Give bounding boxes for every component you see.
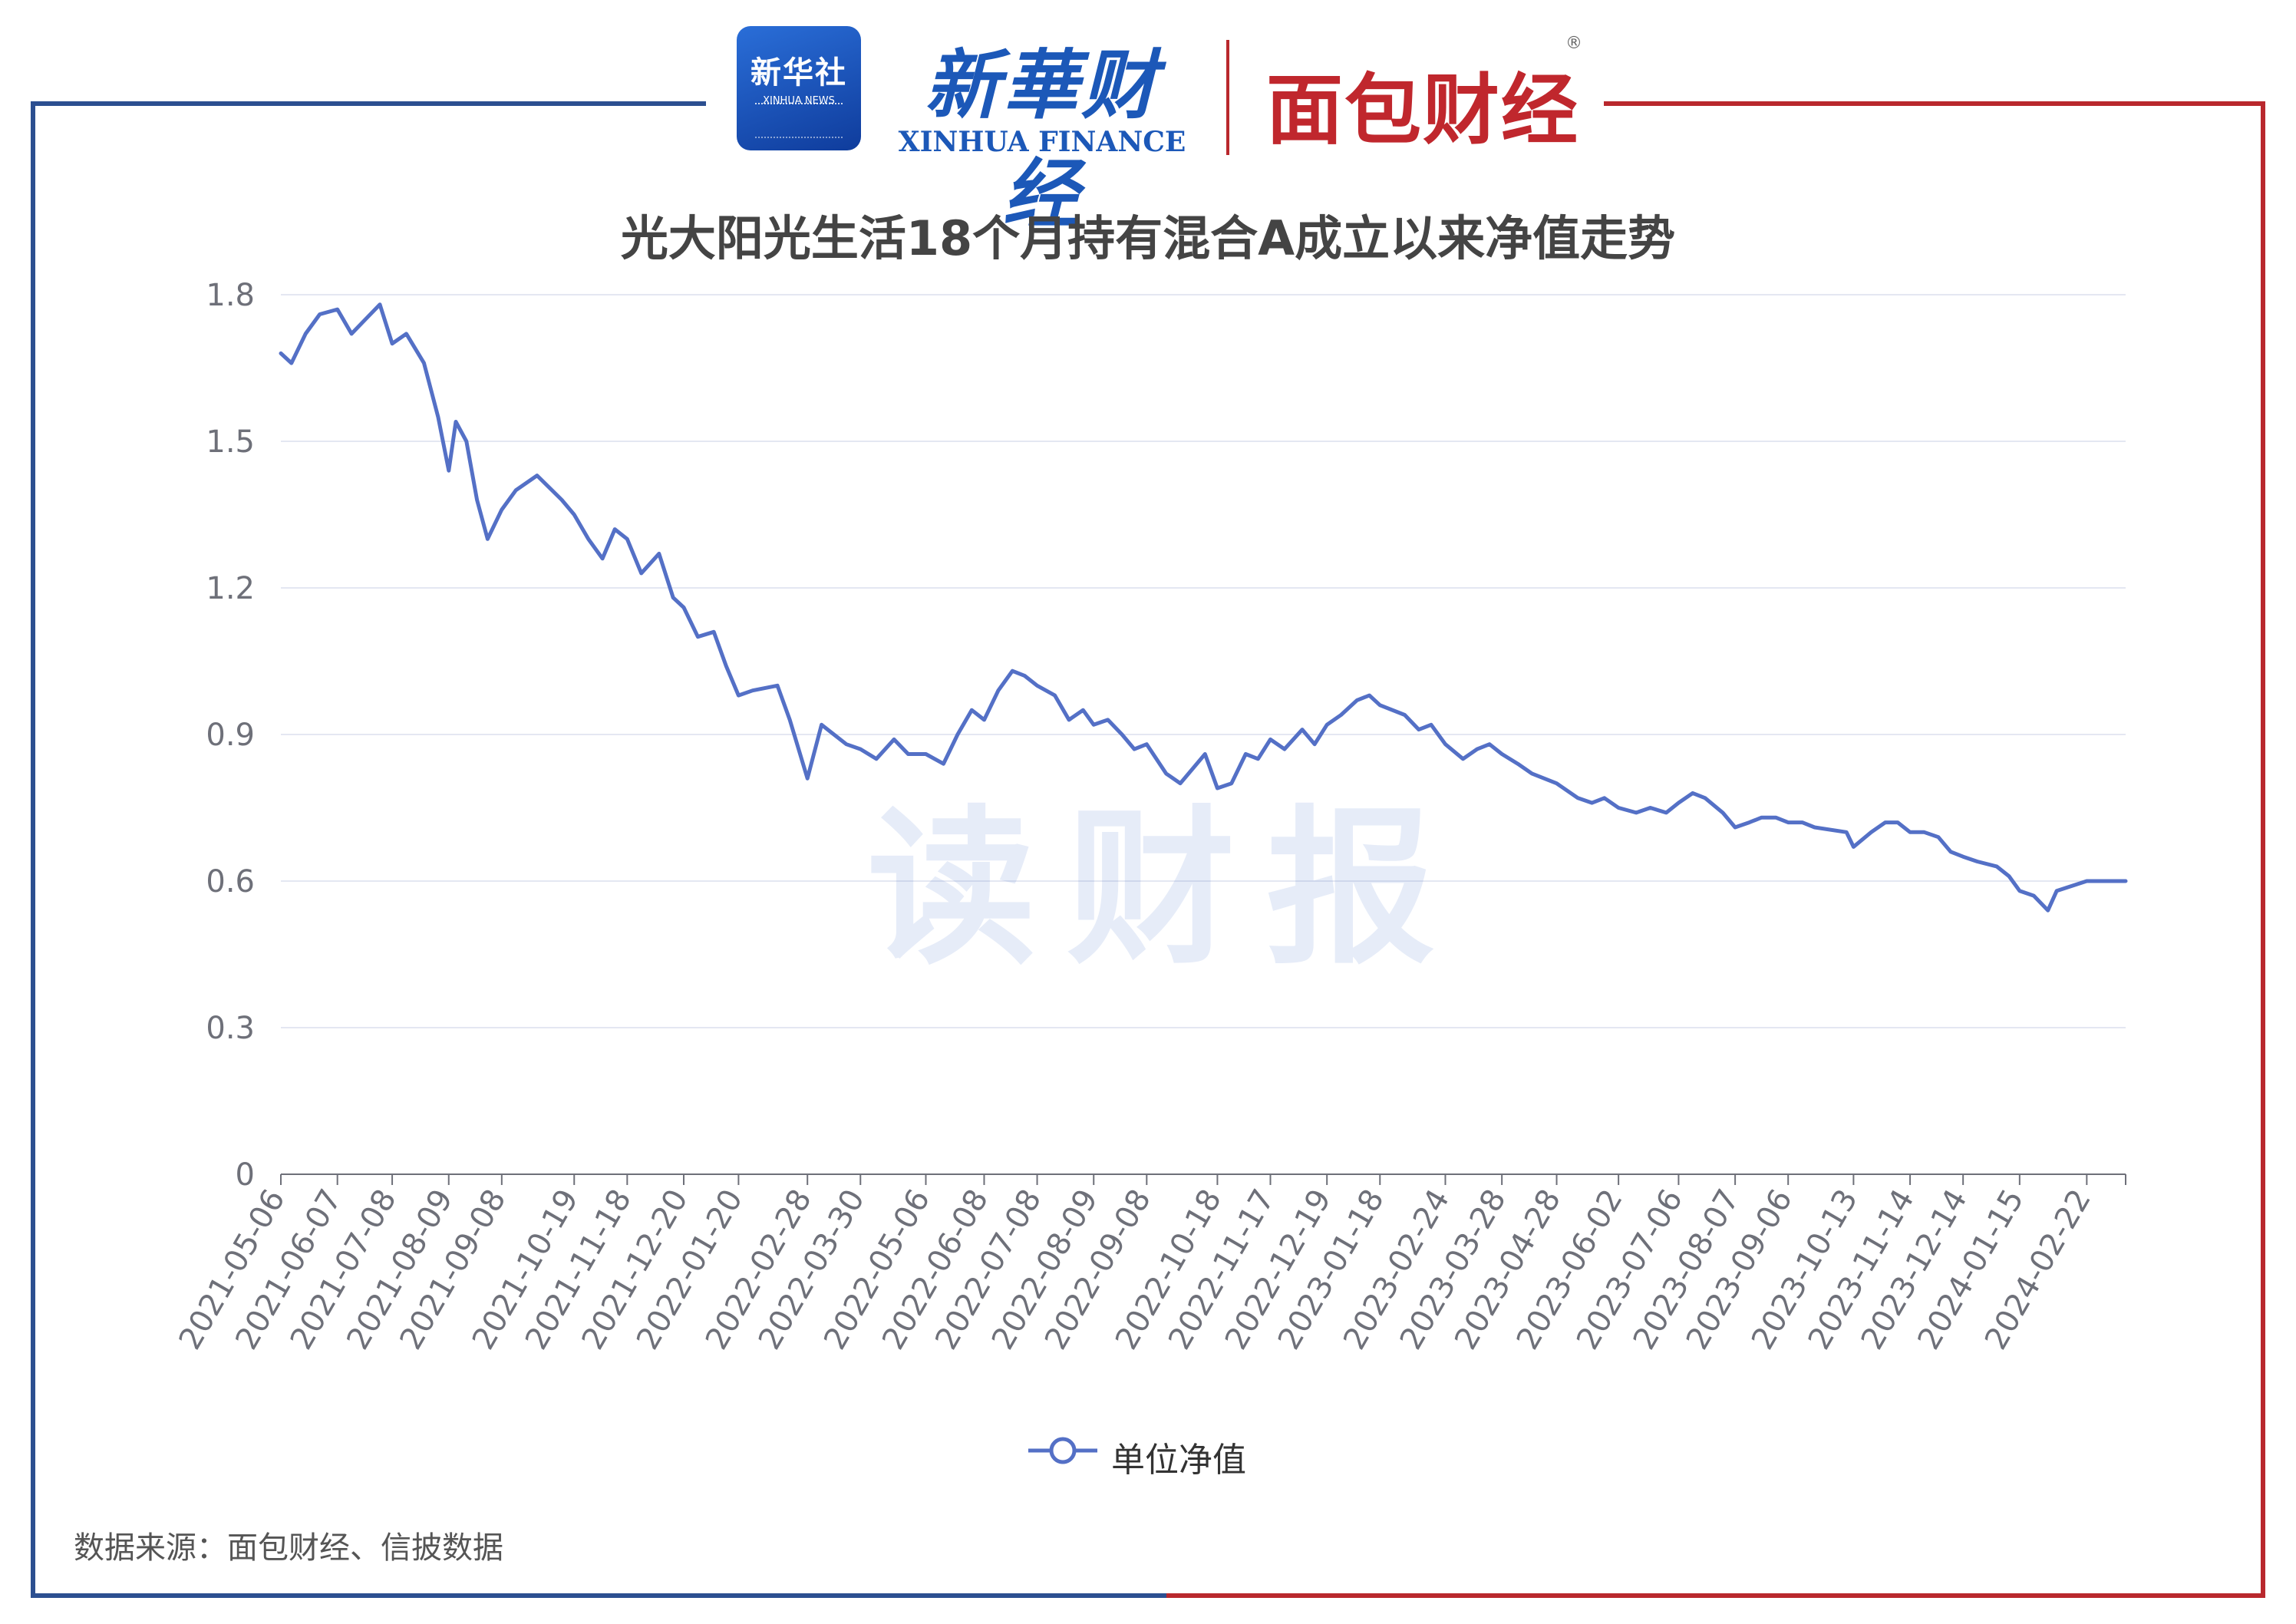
y-tick-label: 1.2 bbox=[206, 571, 255, 606]
y-tick-label: 0 bbox=[236, 1157, 255, 1193]
legend-line-circle-icon bbox=[1028, 1437, 1097, 1464]
xinhua-finance-logo: 新華财经 XINHUA FINANCE bbox=[889, 25, 1196, 239]
frame-top-left-border bbox=[31, 101, 706, 106]
xinhua-finance-en: XINHUA FINANCE bbox=[898, 126, 1186, 158]
watermark: 读财报 bbox=[867, 791, 1466, 987]
header-logos: 新华社 XINHUA NEWS 新華财经 XINHUA FINANCE 面包财经… bbox=[737, 17, 1582, 239]
x-axis: 2021-05-062021-06-072021-07-082021-08-09… bbox=[173, 1173, 2126, 1355]
y-tick-label: 0.9 bbox=[206, 718, 255, 753]
mianbao-finance-logo: 面包财经 ® bbox=[1266, 34, 1582, 159]
mianbao-logo-text: 面包财经 bbox=[1266, 65, 1579, 155]
y-tick-label: 0.6 bbox=[206, 864, 255, 899]
y-tick-label: 0.3 bbox=[206, 1011, 255, 1046]
registered-mark: ® bbox=[1565, 34, 1584, 53]
y-axis: 0 0.3 0.6 0.9 1.2 1.5 1.8 bbox=[206, 278, 255, 1193]
frame-bottom-left-border bbox=[31, 1593, 1166, 1598]
network-pattern-icon bbox=[755, 103, 843, 138]
grid-lines bbox=[281, 294, 2126, 1028]
y-tick-label: 1.8 bbox=[206, 278, 255, 313]
xinhua-news-cn: 新华社 bbox=[750, 55, 847, 91]
frame-right-border bbox=[2261, 101, 2265, 1598]
frame-left-border bbox=[31, 101, 35, 1598]
legend-label: 单位净值 bbox=[1111, 1441, 1246, 1480]
series-line-nav bbox=[279, 302, 2128, 913]
source-note: 数据来源：面包财经、信披数据 bbox=[74, 1530, 503, 1566]
frame-bottom-right-border bbox=[1166, 1593, 2265, 1598]
xinhua-finance-cn: 新華财经 bbox=[924, 41, 1160, 239]
chart-title: 光大阳光生活18个月持有混合A成立以来净值走势 bbox=[620, 210, 1676, 266]
series-group bbox=[279, 302, 2128, 913]
logo-divider bbox=[1226, 40, 1229, 155]
xinhua-news-logo: 新华社 XINHUA NEWS bbox=[737, 26, 861, 150]
y-tick-label: 1.5 bbox=[206, 424, 255, 460]
frame-top-right-border bbox=[1604, 101, 2265, 106]
